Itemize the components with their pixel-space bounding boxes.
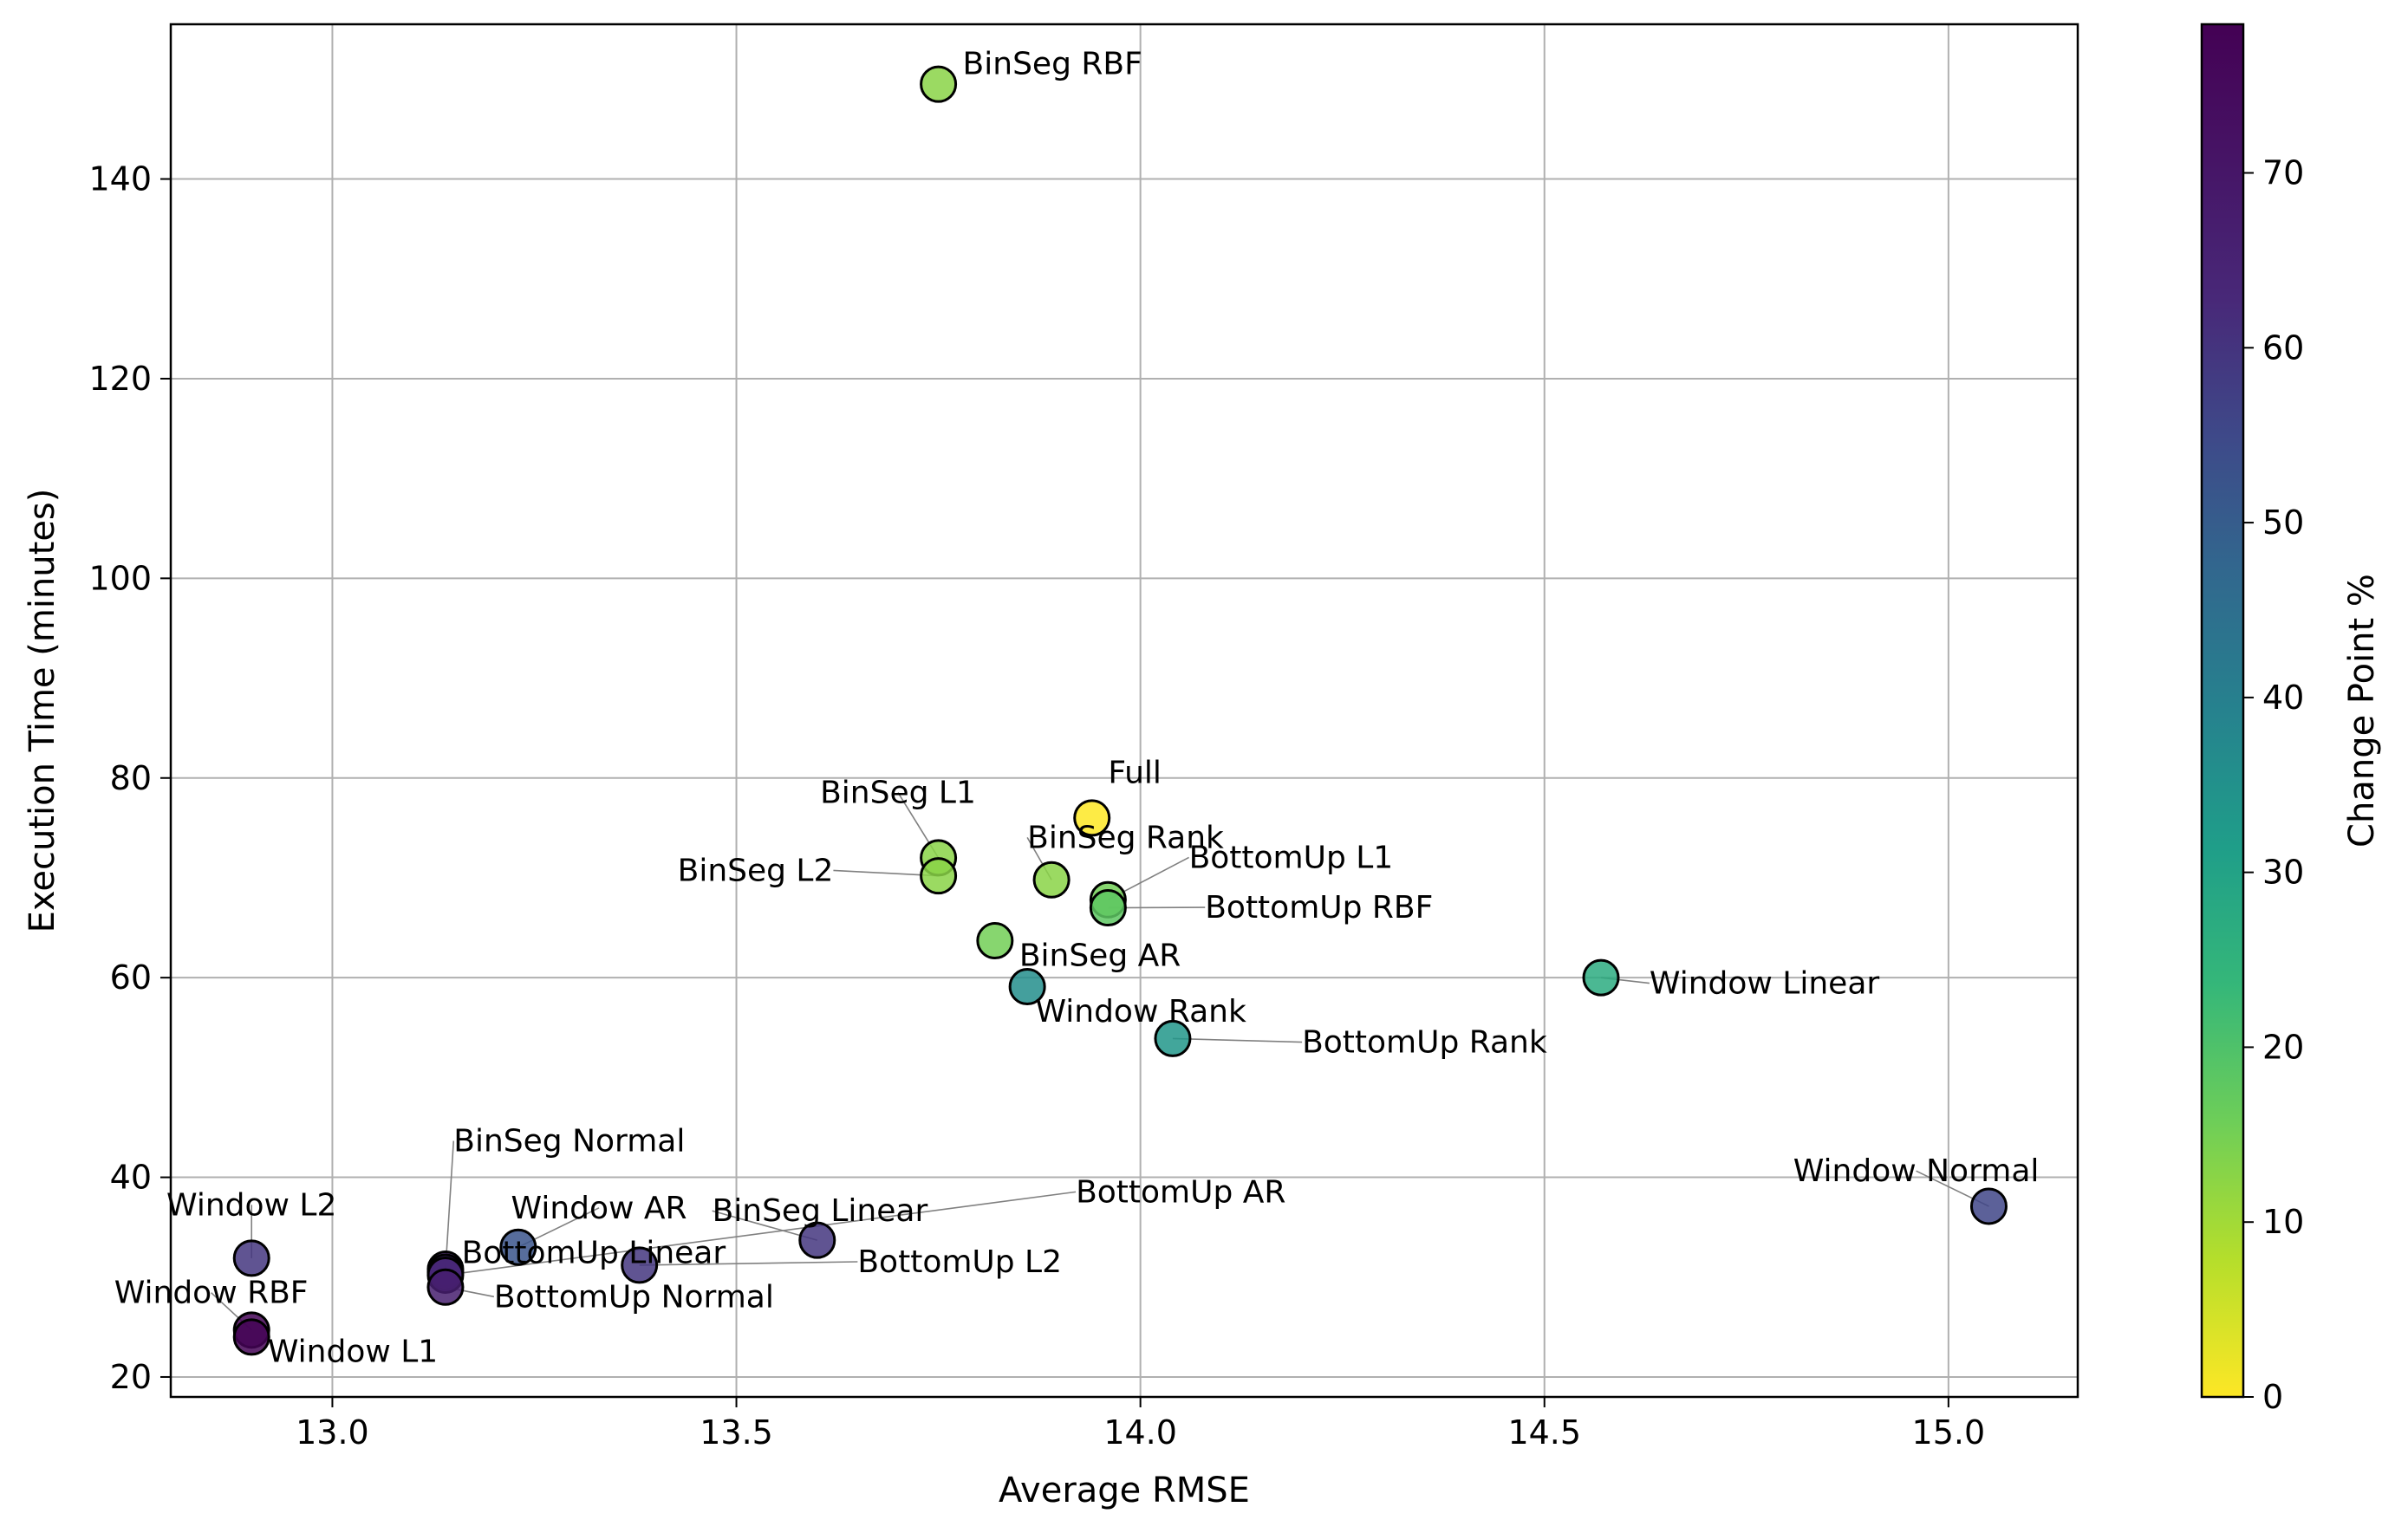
y-tick-label: 120	[88, 360, 152, 398]
point-label: BinSeg AR	[1019, 938, 1181, 973]
data-point	[1008, 968, 1046, 1006]
point-label: BottomUp Rank	[1302, 1025, 1547, 1061]
point-label: BinSeg L1	[820, 776, 976, 811]
data-point	[426, 1268, 465, 1306]
colorbar-tick-label: 50	[2262, 503, 2304, 542]
point-label: BinSeg L2	[678, 853, 834, 888]
point-label: Window AR	[511, 1191, 687, 1226]
annotation-leader-lines	[211, 792, 1989, 1331]
point-label: Window Linear	[1650, 966, 1879, 1002]
y-axis-label: Execution Time (minutes)	[23, 489, 62, 933]
colorbar-tick-label: 40	[2262, 679, 2304, 717]
x-axis-label: Average RMSE	[999, 1471, 1250, 1510]
point-label: BinSeg RBF	[963, 47, 1142, 82]
colorbar-ticks: 0 10 20 30 40 50 60 70	[2243, 154, 2304, 1416]
data-point	[232, 1318, 270, 1356]
colorbar-tick-label: 60	[2262, 328, 2304, 367]
data-point	[1073, 799, 1111, 837]
plot-frame	[169, 23, 2079, 1399]
point-label: BottomUp AR	[1076, 1174, 1285, 1210]
data-point	[499, 1228, 537, 1266]
point-label: Window RBF	[114, 1276, 309, 1311]
point-label: Window L2	[166, 1187, 336, 1223]
data-point	[1582, 958, 1620, 997]
y-tick-label: 80	[110, 759, 152, 797]
x-tick-label: 14.5	[1507, 1413, 1581, 1452]
point-annotations: Full BinSeg RBF BinSeg L1 BinSeg Rank BinSeg…	[114, 47, 2040, 1370]
point-label: Window Rank	[1035, 994, 1246, 1030]
x-axis-ticks: 13.0 13.5 14.0 14.5 15.0	[296, 1397, 1985, 1452]
point-label: BottomUp Normal	[494, 1279, 774, 1315]
point-label: BinSeg Normal	[453, 1124, 685, 1159]
point-label: Full	[1108, 756, 1162, 791]
point-label: BottomUp RBF	[1205, 890, 1433, 926]
data-point	[976, 922, 1014, 960]
data-point	[621, 1246, 659, 1284]
colorbar-tick-label: 20	[2262, 1028, 2304, 1066]
point-label: BottomUp Linear	[462, 1236, 726, 1271]
colorbar-tick-label: 30	[2262, 854, 2304, 892]
data-point	[920, 65, 958, 103]
point-label: BinSeg Rank	[1027, 820, 1224, 855]
data-point	[1154, 1019, 1192, 1057]
point-label: Window L1	[268, 1335, 438, 1370]
point-label: BottomUp L1	[1189, 840, 1394, 875]
point-label: Window Normal	[1793, 1153, 2040, 1189]
x-tick-label: 14.0	[1103, 1413, 1177, 1452]
data-point	[1089, 889, 1127, 927]
colorbar	[2200, 23, 2245, 1399]
data-point	[920, 857, 958, 895]
x-tick-label: 15.0	[1912, 1413, 1986, 1452]
colorbar-tick-label: 70	[2262, 154, 2304, 192]
colorbar-label: Change Point %	[2342, 574, 2382, 848]
grid-lines	[171, 24, 2078, 1397]
data-point	[232, 1239, 270, 1277]
leader-line	[445, 1191, 1077, 1276]
leader-line	[639, 1261, 858, 1266]
leader-line	[1172, 1037, 1303, 1043]
point-label: BottomUp L2	[857, 1244, 1062, 1280]
y-tick-label: 40	[110, 1159, 152, 1197]
data-point	[798, 1221, 836, 1259]
y-tick-label: 60	[110, 958, 152, 997]
y-tick-label: 100	[88, 559, 152, 597]
data-point	[1032, 861, 1071, 899]
x-tick-label: 13.0	[296, 1413, 369, 1452]
point-label: BinSeg Linear	[713, 1193, 928, 1229]
colorbar-tick-label: 10	[2262, 1203, 2304, 1241]
data-points	[232, 65, 2008, 1356]
y-tick-label: 140	[88, 160, 152, 198]
x-tick-label: 13.5	[700, 1413, 773, 1452]
leader-line	[445, 1140, 455, 1270]
y-tick-label: 20	[110, 1358, 152, 1396]
data-point	[1969, 1187, 2008, 1225]
colorbar-tick-label: 0	[2262, 1378, 2283, 1416]
y-axis-ticks: 20 40 60 80 100 120 140	[88, 160, 171, 1396]
